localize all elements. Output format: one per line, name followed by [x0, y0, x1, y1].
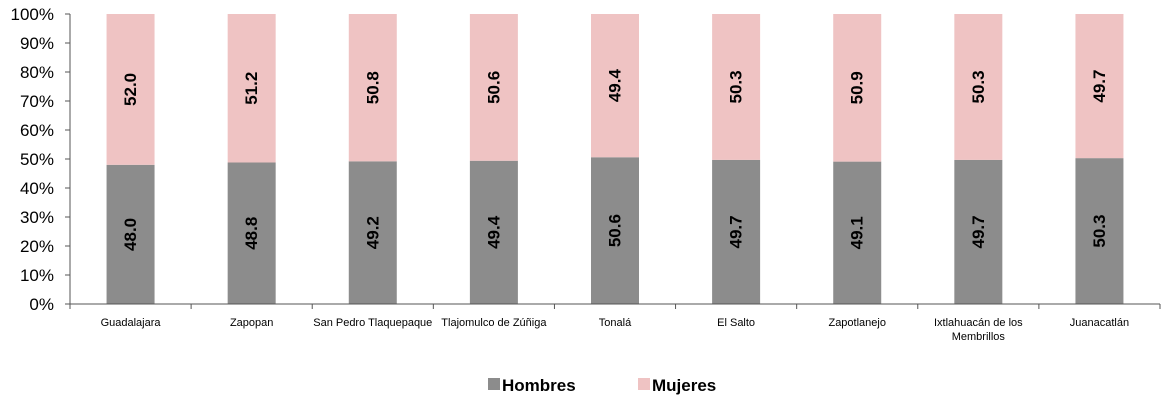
data-label: 52.0 [121, 73, 140, 106]
x-tick-label: Zapopan [230, 317, 273, 329]
data-label: 50.8 [363, 71, 382, 104]
y-tick-label: 0% [29, 295, 54, 314]
bar-mujeres [712, 14, 761, 160]
y-tick-label: 30% [20, 208, 54, 227]
x-axis: Guadalajara Zapopan San Pedro Tlaquepaque T… [69, 303, 1161, 343]
bar-hombres [1075, 158, 1124, 304]
y-tick-label: 70% [20, 92, 54, 111]
bar-mujeres [469, 14, 518, 161]
data-label: 49.1 [848, 216, 867, 249]
data-label: 51.2 [242, 72, 261, 105]
data-label: 49.4 [606, 69, 625, 103]
y-tick-label: 80% [20, 63, 54, 82]
data-label: 49.2 [363, 216, 382, 249]
bar-mujeres [591, 14, 639, 158]
bar-hombres [348, 161, 397, 304]
x-tick-label: El Salto [717, 317, 755, 329]
y-tick-label: 40% [20, 179, 54, 198]
bar-hombres [954, 159, 1003, 304]
data-label: 49.4 [484, 215, 503, 249]
bar-mujeres [227, 14, 276, 163]
x-tick-label: Zapotlanejo [828, 317, 886, 329]
bar-hombres [469, 160, 518, 304]
legend-label-mujeres: Mujeres [652, 376, 716, 395]
y-tick-label: 90% [20, 34, 54, 53]
bar-hombres [227, 162, 276, 304]
data-label: 48.8 [242, 217, 261, 250]
x-tick-label: Guadalajara [101, 317, 162, 329]
data-label: 49.7 [969, 215, 988, 248]
legend-swatch-hombres [488, 378, 500, 390]
data-label: 49.7 [1090, 70, 1109, 103]
x-tick-label: Juanacatlán [1070, 317, 1129, 329]
y-axis: 0% 10% 20% 30% 40% 50% 60% 70% 80% 90% 100% [11, 5, 71, 314]
data-label: 50.6 [606, 214, 625, 247]
y-tick-label: 60% [20, 121, 54, 140]
bar-hombres [712, 159, 761, 304]
bar-hombres [591, 157, 639, 304]
bar-mujeres [954, 14, 1003, 160]
data-label: 50.9 [848, 71, 867, 104]
legend-swatch-mujeres [638, 378, 650, 390]
x-tick-label: San Pedro Tlaquepaque [313, 317, 432, 329]
bar-mujeres [1075, 14, 1124, 159]
bar-hombres [106, 164, 155, 304]
data-label: 50.3 [969, 70, 988, 103]
y-tick-label: 50% [20, 150, 54, 169]
y-tick-label: 100% [11, 5, 54, 24]
legend-label-hombres: Hombres [502, 376, 576, 395]
x-tick-label: Tonalá [599, 317, 632, 329]
bar-mujeres [106, 14, 155, 165]
legend: Hombres Mujeres [488, 376, 716, 395]
bar-mujeres [348, 14, 397, 162]
x-tick-label: Ixtlahuacán de los Membrillos [934, 317, 1023, 343]
data-label: 48.0 [121, 218, 140, 251]
bar-mujeres [833, 14, 882, 162]
bar-hombres [833, 161, 882, 304]
data-label: 50.3 [1090, 215, 1109, 248]
x-tick-label: Tlajomulco de Zúñiga [441, 317, 547, 329]
bars: 48.0 52.0 48.8 51.2 49.2 50.8 49.4 50.6 50.6 49.4… [106, 14, 1124, 304]
y-tick-label: 10% [20, 266, 54, 285]
data-label: 50.3 [727, 70, 746, 103]
y-tick-label: 20% [20, 237, 54, 256]
data-label: 50.6 [484, 71, 503, 104]
data-label: 49.7 [727, 215, 746, 248]
